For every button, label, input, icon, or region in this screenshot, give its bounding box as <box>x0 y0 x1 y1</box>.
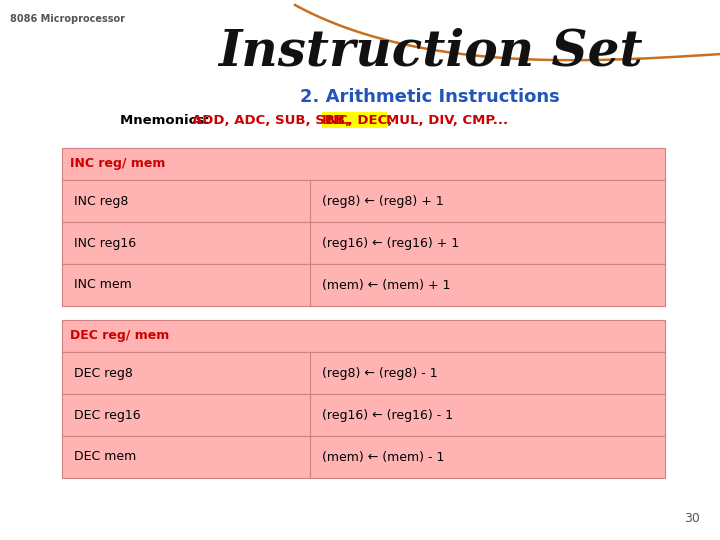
Text: DEC mem: DEC mem <box>74 450 136 463</box>
Text: (reg16) ← (reg16) - 1: (reg16) ← (reg16) - 1 <box>322 408 453 422</box>
Bar <box>62 180 665 222</box>
Text: (reg8) ← (reg8) - 1: (reg8) ← (reg8) - 1 <box>322 367 438 380</box>
Bar <box>62 222 665 264</box>
Text: (reg8) ← (reg8) + 1: (reg8) ← (reg8) + 1 <box>322 194 444 207</box>
Text: INC mem: INC mem <box>74 279 132 292</box>
Text: 8086 Microprocessor: 8086 Microprocessor <box>10 14 125 24</box>
Bar <box>322 112 387 128</box>
Text: Instruction Set: Instruction Set <box>217 28 642 77</box>
Text: INC, DEC,: INC, DEC, <box>322 114 397 127</box>
Text: INC reg/ mem: INC reg/ mem <box>70 158 166 171</box>
Text: Mnemonics:: Mnemonics: <box>120 114 215 127</box>
Text: ADD, ADC, SUB, SBB,: ADD, ADC, SUB, SBB, <box>192 114 354 127</box>
Text: DEC reg/ mem: DEC reg/ mem <box>70 329 169 342</box>
Text: DEC reg16: DEC reg16 <box>74 408 140 422</box>
Text: INC reg8: INC reg8 <box>74 194 128 207</box>
Text: INC reg16: INC reg16 <box>74 237 136 249</box>
Text: (mem) ← (mem) - 1: (mem) ← (mem) - 1 <box>322 450 444 463</box>
Text: (mem) ← (mem) + 1: (mem) ← (mem) + 1 <box>322 279 451 292</box>
Bar <box>62 436 665 478</box>
Text: DEC reg8: DEC reg8 <box>74 367 133 380</box>
Bar <box>62 264 665 306</box>
Bar <box>62 394 665 436</box>
Text: MUL, DIV, CMP...: MUL, DIV, CMP... <box>387 114 508 127</box>
Text: 2. Arithmetic Instructions: 2. Arithmetic Instructions <box>300 88 560 106</box>
Bar <box>62 352 665 394</box>
Text: 30: 30 <box>684 512 700 525</box>
Bar <box>62 148 665 180</box>
Bar <box>62 320 665 352</box>
Text: (reg16) ← (reg16) + 1: (reg16) ← (reg16) + 1 <box>322 237 459 249</box>
